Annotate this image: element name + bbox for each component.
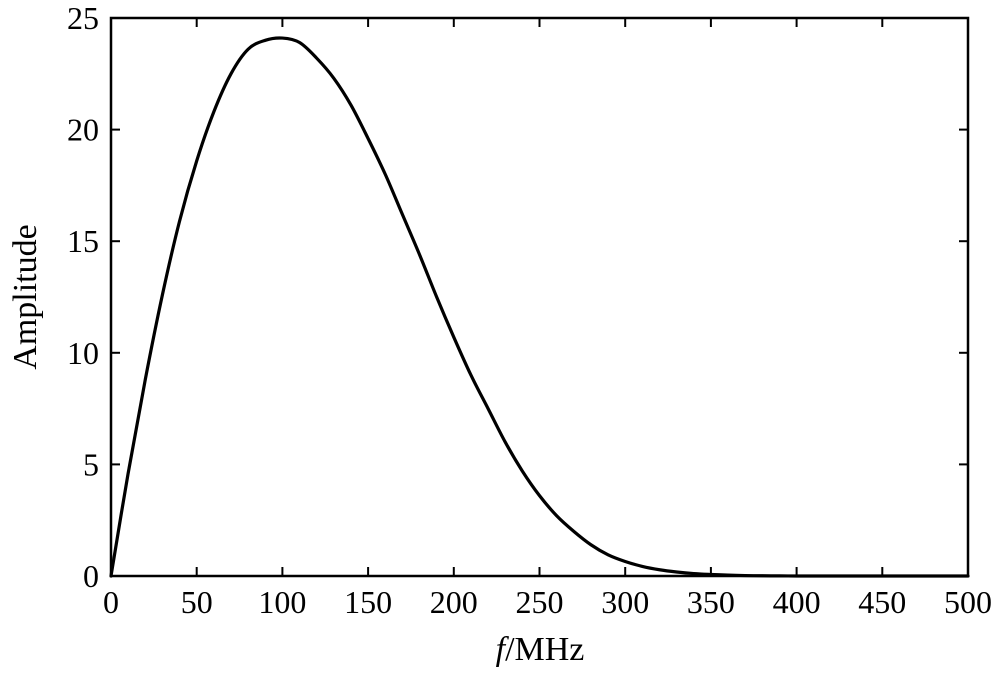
x-tick-label: 100 bbox=[258, 584, 306, 620]
x-tick-label: 450 bbox=[858, 584, 906, 620]
plot-frame bbox=[109, 16, 970, 578]
x-ticks bbox=[110, 18, 969, 576]
x-tick-labels: 0 50 100 150 200 250 300 350 400 450 500 bbox=[103, 584, 992, 620]
x-axis-unit: /MHz bbox=[505, 631, 584, 668]
x-tick-label: 500 bbox=[944, 584, 992, 620]
y-tick-label: 15 bbox=[67, 223, 99, 259]
y-tick-label: 0 bbox=[83, 558, 99, 594]
x-tick-label: 0 bbox=[103, 584, 119, 620]
y-tick-label: 20 bbox=[67, 112, 99, 148]
y-tick-label: 10 bbox=[67, 335, 99, 371]
y-axis-label: Amplitude bbox=[7, 224, 44, 369]
x-tick-label: 150 bbox=[344, 584, 392, 620]
y-tick-labels: 0 5 10 15 20 25 bbox=[67, 0, 99, 594]
series-line bbox=[109, 36, 970, 578]
x-tick-label: 50 bbox=[181, 584, 213, 620]
y-ticks bbox=[111, 17, 968, 577]
x-tick-label: 400 bbox=[773, 584, 821, 620]
x-axis-label: f/MHz bbox=[496, 631, 585, 668]
x-tick-label: 250 bbox=[516, 584, 564, 620]
x-tick-label: 200 bbox=[430, 584, 478, 620]
y-tick-label: 25 bbox=[67, 0, 99, 36]
y-tick-label: 5 bbox=[83, 446, 99, 482]
x-tick-label: 350 bbox=[687, 584, 735, 620]
x-tick-label: 300 bbox=[601, 584, 649, 620]
